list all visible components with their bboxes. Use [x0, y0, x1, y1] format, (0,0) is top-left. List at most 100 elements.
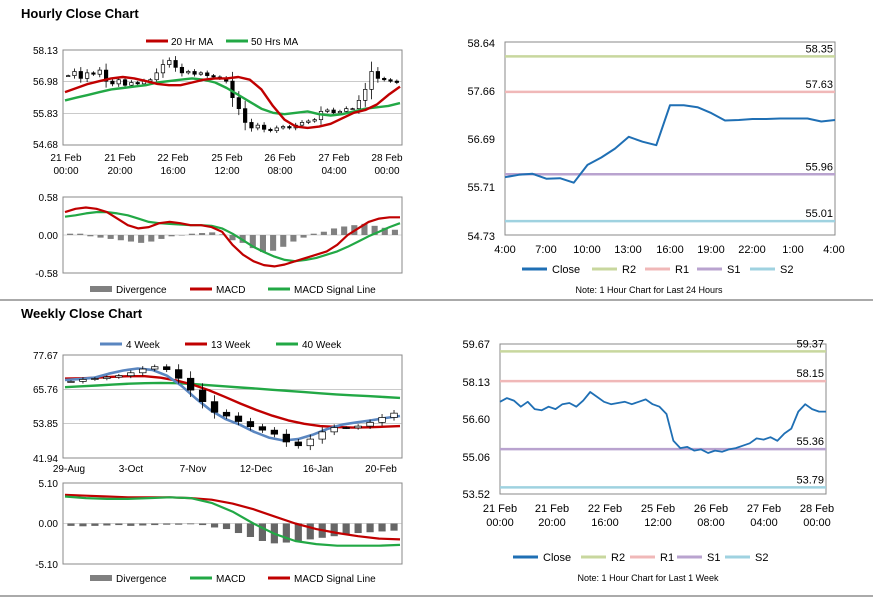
- hourly-price-legend: 20 Hr MA 50 Hrs MA: [146, 37, 299, 48]
- hourly-candle-body: [344, 108, 349, 112]
- hourly-candle-body: [262, 124, 267, 130]
- weekly-candle-body: [366, 422, 374, 427]
- weekly-price-series: [64, 364, 401, 451]
- x-tick-label: 3-Oct: [119, 464, 144, 475]
- line-4-week: [64, 367, 401, 442]
- hourly-candle-body: [249, 122, 254, 129]
- line-20hr-ma: [64, 75, 401, 130]
- y-tick-label: 5.10: [39, 479, 59, 490]
- divergence-bar: [151, 523, 159, 526]
- legend-label-macd-signal: MACD Signal Line: [294, 574, 376, 585]
- x-tick-label: 4:00: [823, 244, 844, 256]
- x-tick-label: 21 Feb: [535, 503, 569, 515]
- hourly-candle-body: [72, 71, 77, 76]
- divergence-bar: [139, 523, 147, 526]
- divergence-bar: [67, 233, 74, 235]
- legend-label-r1: R1: [675, 264, 689, 276]
- x-tick-label: 16:00: [160, 166, 185, 177]
- x-tick-label: 08:00: [267, 166, 292, 177]
- weekly-pivot-x-axis: 21 Feb 00:00 21 Feb 20:00 22 Feb 16:00 2…: [483, 503, 834, 529]
- divergence-bar: [148, 235, 155, 242]
- x-tick-label: 04:00: [321, 166, 346, 177]
- x-tick-label: 20-Feb: [365, 464, 397, 475]
- hourly-price-chart: 20 Hr MA 50 Hrs MA 58.13 56.98 55.83 54.…: [33, 37, 403, 177]
- y-tick-label: 59.67: [462, 339, 490, 351]
- divergence-bar: [187, 523, 195, 525]
- hourly-candle-body: [116, 79, 121, 85]
- divergence-bar: [249, 235, 256, 249]
- hourly-candle-body: [394, 80, 399, 83]
- divergence-bar: [354, 523, 362, 534]
- hourly-candle-body: [211, 75, 216, 78]
- divergence-bar: [320, 231, 327, 235]
- divergence-bar: [103, 523, 111, 526]
- hourly-candle-body: [356, 100, 362, 110]
- divergence-bar: [67, 523, 75, 526]
- hourly-candle-body: [129, 82, 134, 86]
- hourly-candle-body: [160, 64, 166, 74]
- hourly-pivot-x-axis: 4:00 7:00 10:00 13:00 16:00 19:00 22:00 …: [494, 244, 844, 256]
- hourly-candle-body: [205, 72, 210, 76]
- x-tick-label: 28 Feb: [800, 503, 834, 515]
- divergence-bar: [219, 234, 226, 235]
- hourly-macd-series: [64, 206, 401, 268]
- divergence-bar: [366, 523, 374, 533]
- pivot-level-label-s2: 55.01: [805, 208, 833, 220]
- divergence-bar: [310, 233, 317, 235]
- divergence-bar: [290, 235, 297, 242]
- x-tick-label: 20:00: [107, 166, 132, 177]
- hourly-pivot-series: 58.35 57.63 55.96 55.01: [504, 43, 836, 223]
- hourly-candle-body: [110, 80, 115, 85]
- y-tick-label: 53.52: [462, 489, 490, 501]
- y-tick-label: 77.67: [33, 351, 58, 362]
- divergence-bar: [158, 235, 165, 239]
- hourly-pivot-legend: Close R2 R1 S1 S2: [522, 264, 793, 276]
- divergence-bar: [330, 523, 338, 537]
- hourly-candle-body: [179, 66, 185, 74]
- weekly-candle-body: [127, 372, 135, 377]
- x-tick-label: 7:00: [535, 244, 556, 256]
- hourly-candle-body: [382, 78, 387, 81]
- divergence-bar: [229, 235, 236, 241]
- divergence-bar: [259, 235, 266, 253]
- weekly-price-plot-frame: [62, 354, 403, 459]
- y-tick-label: 55.83: [33, 109, 58, 120]
- x-tick-label: 26 Feb: [694, 503, 728, 515]
- hourly-pivot-plot-frame: [504, 41, 836, 236]
- legend-label-50hrs-ma: 50 Hrs MA: [251, 37, 299, 48]
- divergence-bar: [234, 523, 243, 534]
- hourly-candle-body: [274, 127, 279, 132]
- y-tick-label: 58.13: [462, 377, 490, 389]
- hourly-candle-body: [97, 69, 102, 75]
- line-macd: [64, 206, 400, 268]
- hourly-price-series: [64, 56, 401, 134]
- x-tick-label: 08:00: [697, 517, 725, 529]
- weekly-candle-body: [210, 401, 219, 413]
- legend-label-s2: S2: [755, 552, 768, 564]
- y-tick-label: 65.76: [33, 385, 58, 396]
- weekly-macd-series: [64, 493, 401, 547]
- x-tick-label: 22:00: [738, 244, 766, 256]
- x-tick-label: 12:00: [644, 517, 672, 529]
- legend-swatch-divergence: [90, 575, 112, 581]
- hourly-candle-body: [122, 79, 128, 86]
- divergence-bar: [282, 523, 290, 543]
- y-tick-label: 57.66: [467, 86, 495, 98]
- x-tick-label: 16:00: [591, 517, 619, 529]
- divergence-bar: [342, 523, 350, 535]
- hourly-candle-body: [268, 128, 273, 132]
- hourly-candle-body: [388, 79, 393, 82]
- hourly-candle-body: [135, 82, 140, 85]
- x-tick-label: 22 Feb: [588, 503, 622, 515]
- weekly-candle-body: [234, 415, 243, 422]
- divergence-bar: [246, 523, 255, 537]
- weekly-pivot-series: 59.37 58.15 55.36 53.79: [499, 338, 826, 489]
- legend-label-macd: MACD: [216, 285, 245, 296]
- divergence-bar: [79, 523, 87, 527]
- line-40-week: [64, 381, 401, 400]
- hourly-candle-body: [331, 109, 336, 114]
- hourly-candle-body: [66, 75, 71, 77]
- legend-label-13-week: 13 Week: [211, 340, 251, 351]
- divergence-bar: [97, 235, 104, 238]
- line-close: [504, 104, 836, 184]
